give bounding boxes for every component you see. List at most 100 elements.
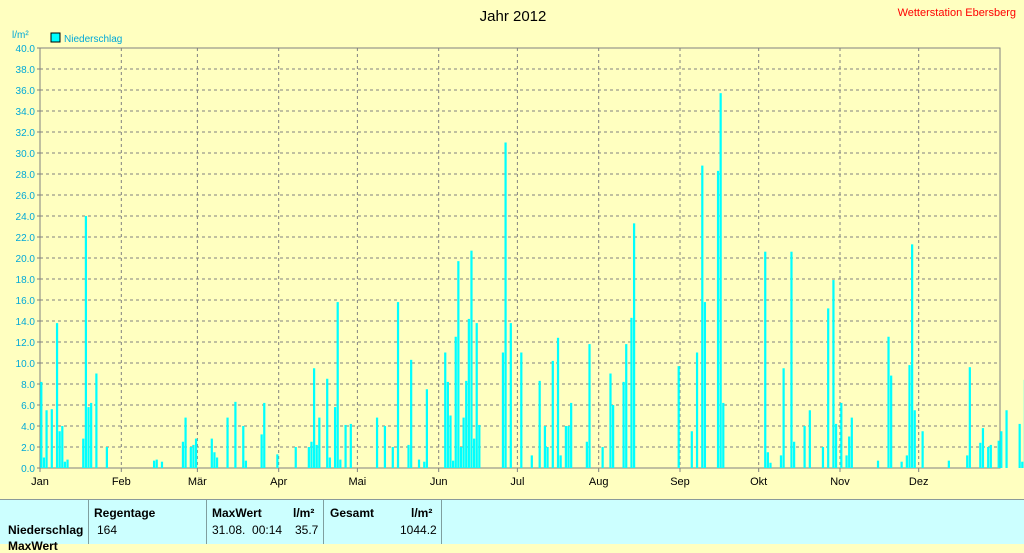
precipitation-bar: [45, 410, 47, 468]
precipitation-bar: [520, 353, 522, 469]
x-tick-label: Apr: [270, 476, 287, 488]
x-tick-label: Dez: [909, 476, 929, 488]
precipitation-bar: [887, 337, 889, 468]
regentage-value: 164: [97, 523, 117, 537]
precipitation-bar: [182, 442, 184, 468]
precipitation-bar: [588, 344, 590, 468]
y-tick-label: 36.0: [16, 86, 36, 97]
y-tick-label: 0.0: [21, 464, 35, 475]
precipitation-bar: [922, 431, 924, 468]
precipitation-bar: [822, 447, 824, 468]
x-tick-label: Aug: [589, 476, 609, 488]
precipitation-bar: [630, 318, 632, 468]
precipitation-bar: [455, 337, 457, 468]
maxwert-value: 35.7: [295, 523, 318, 537]
precipitation-bar: [908, 365, 910, 468]
precipitation-bar: [192, 445, 194, 468]
precipitation-bar: [720, 93, 722, 468]
precipitation-bar: [845, 455, 847, 468]
y-tick-label: 38.0: [16, 65, 36, 76]
precipitation-bar: [344, 425, 346, 468]
precipitation-bar: [226, 418, 228, 468]
precipitation-bar: [504, 143, 506, 469]
precipitation-bar: [901, 462, 903, 468]
precipitation-bar: [612, 405, 614, 468]
precipitation-bar: [722, 403, 724, 468]
precipitation-bar: [633, 223, 635, 468]
precipitation-bar: [531, 455, 533, 468]
precipitation-bar: [793, 442, 795, 468]
precipitation-bar: [51, 409, 53, 468]
legend-swatch: [51, 33, 60, 42]
precipitation-bar: [213, 452, 215, 468]
statistics-panel: Niederschlag MaxWert Regentage 164 MaxWe…: [0, 499, 1024, 544]
precipitation-bar: [783, 368, 785, 468]
precipitation-bar: [827, 308, 829, 468]
precipitation-bar: [184, 418, 186, 468]
precipitation-bar: [691, 431, 693, 468]
precipitation-bar: [560, 455, 562, 468]
precipitation-bar: [567, 426, 569, 468]
precipitation-bar: [161, 462, 163, 468]
precipitation-chart: 0.02.04.06.08.010.012.014.016.018.020.02…: [0, 0, 1024, 499]
precipitation-bar: [803, 426, 805, 468]
precipitation-bar: [407, 445, 409, 468]
precipitation-bar: [701, 166, 703, 468]
precipitation-bar: [602, 447, 604, 468]
regentage-column: Regentage 164: [89, 500, 207, 544]
y-tick-label: 12.0: [16, 338, 36, 349]
precipitation-bar: [948, 461, 950, 468]
y-tick-label: 32.0: [16, 128, 36, 139]
precipitation-bar: [696, 353, 698, 469]
precipitation-bar: [316, 445, 318, 468]
y-tick-label: 16.0: [16, 296, 36, 307]
precipitation-bar: [216, 458, 218, 469]
precipitation-bar: [890, 376, 892, 468]
precipitation-bar: [625, 344, 627, 468]
gesamt-unit: l/m²: [411, 506, 432, 520]
y-tick-label: 34.0: [16, 107, 36, 118]
precipitation-bar: [397, 302, 399, 468]
precipitation-bar: [570, 403, 572, 468]
precipitation-bar: [911, 244, 913, 468]
precipitation-bar: [423, 462, 425, 468]
precipitation-bar: [444, 353, 446, 469]
precipitation-bar: [969, 367, 971, 468]
precipitation-bar: [447, 382, 449, 468]
precipitation-bar: [1005, 410, 1007, 468]
precipitation-bar: [539, 381, 541, 468]
precipitation-bar: [245, 461, 247, 468]
precipitation-bar: [66, 460, 68, 468]
station-name: Wetterstation Ebersberg: [898, 7, 1016, 19]
precipitation-bar: [376, 418, 378, 468]
precipitation-bar: [586, 442, 588, 468]
precipitation-bar: [156, 460, 158, 468]
maxwert-date: 31.08. 00:14: [212, 523, 282, 537]
y-tick-label: 20.0: [16, 254, 36, 265]
precipitation-bar: [418, 460, 420, 468]
precipitation-bar: [557, 338, 559, 468]
chart-title: Jahr 2012: [480, 8, 547, 25]
x-tick-label: Okt: [750, 476, 767, 488]
precipitation-bar: [979, 443, 981, 468]
y-tick-label: 30.0: [16, 149, 36, 160]
precipitation-bar: [153, 461, 155, 468]
y-tick-label: 2.0: [21, 443, 35, 454]
precipitation-bar: [717, 171, 719, 468]
y-axis-unit: l/m²: [12, 30, 29, 41]
stats-row-label: Niederschlag: [8, 523, 83, 537]
precipitation-bar: [460, 447, 462, 468]
precipitation-bar: [334, 407, 336, 468]
precipitation-bar: [308, 447, 310, 468]
precipitation-bar: [106, 447, 108, 468]
precipitation-bar: [1019, 424, 1021, 468]
precipitation-bar: [832, 280, 834, 468]
precipitation-bar: [384, 426, 386, 468]
precipitation-bar: [987, 447, 989, 468]
x-tick-label: Nov: [830, 476, 850, 488]
precipitation-bar: [43, 458, 45, 469]
precipitation-bar: [470, 251, 472, 468]
y-tick-label: 26.0: [16, 191, 36, 202]
precipitation-bar: [59, 431, 61, 468]
precipitation-bar: [465, 381, 467, 468]
